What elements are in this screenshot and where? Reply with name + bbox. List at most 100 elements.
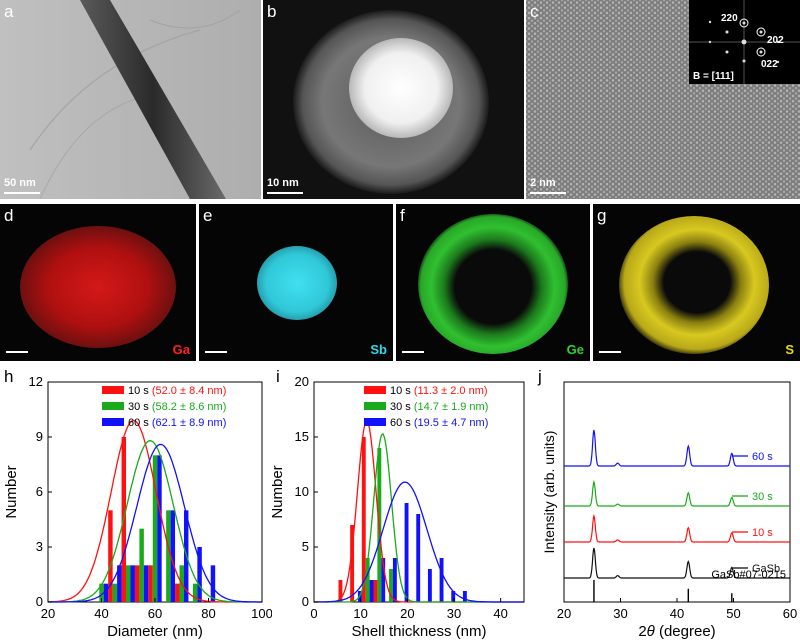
scalebar-c [530,192,566,194]
panel-e-sb-map: e Sb [199,204,393,361]
scalebar-label-c: 2 nm [530,177,556,189]
panel-label-f: f [400,206,405,225]
x-tick-label: 100 [251,606,272,621]
x-axis-label: Diameter (nm) [107,623,203,640]
chart-i-shell-thickness-histogram: i 0 10 20 30 40 0 5 10 15 20 Shell thickness (nm) Nu… [272,367,525,640]
legend-series-name: 30 s [128,401,149,413]
bar-60s-7 [197,547,202,602]
y-tick-label: 9 [36,429,43,444]
y-tick-label: 10 [295,484,309,499]
panel-b-haadf-image: b 10 nm [263,0,524,199]
bar-10s-6 [175,583,180,602]
panel-label-i: i [276,367,280,386]
x-tick-label: 30 [613,606,627,621]
bar-60s-4 [392,558,397,602]
panel-label-b: b [267,2,277,21]
bar-10s-2 [361,437,366,602]
x-tick-label: 20 [400,606,414,621]
x-axis-label-unit: (degree) [655,623,716,640]
x-axis-label-theta: θ [647,623,655,640]
bar-60s-2 [130,565,135,602]
legend-series-stat: (52.0 ± 8.4 nm) [149,385,227,397]
x-axis-label-prefix: 2 [638,623,646,640]
xrd-label-60s: 60 s [752,451,773,463]
fft-pattern: 220 202 022 B = [111] [689,0,800,84]
scalebar-d [6,351,28,353]
x-tick-label: 40 [670,606,684,621]
ga-signal [20,226,176,348]
bar-60s-1 [117,565,122,602]
sb-signal [257,246,337,320]
xrd-label-10s: 10 s [752,527,773,539]
x-tick-label: 80 [201,606,215,621]
panel-label-h: h [4,367,13,386]
bar-10s-0 [338,580,343,602]
xrd-label-GaSb: GaSb [752,563,780,575]
x-tick-label: 30 [447,606,461,621]
legend-series-name: 60 s [390,417,411,429]
element-label-ge: Ge [566,342,584,357]
legend-swatch-30s [102,402,124,410]
panel-label-a: a [4,2,14,21]
bar-30s-7 [192,583,198,602]
legend-entry-10s: 10 s (11.3 ± 2.0 nm) [390,385,488,397]
y-axis-label: Intensity (arb. units) [541,431,557,554]
bar-60s-0 [103,583,109,602]
bar-60s-6 [416,514,421,602]
panel-d-ga-map: d Ga [0,204,196,361]
panel-c-hrtem-image: c 2 nm 220 202 022 B = [111] [526,0,800,199]
legend-swatch-60s [102,418,124,426]
bar-60s-2 [369,580,374,602]
bar-30s-0 [99,583,104,602]
element-label-s: S [785,342,794,357]
panel-a-tem-image: a 50 nm [0,0,261,199]
chart-h-diameter-histogram: h 20 40 60 80 100 0 3 6 9 12 Diameter (nm) Number 10 … [3,367,272,640]
s-signal [619,216,769,354]
element-label-sb: Sb [370,342,387,357]
legend-series-stat: (19.5 ± 4.7 nm) [411,417,489,429]
legend-series-stat: (58.2 ± 8.6 nm) [149,401,227,413]
bar-10s-1 [350,525,355,602]
scalebar-a [4,192,40,194]
x-tick-label: 60 [783,606,797,621]
bar-60s-4 [157,455,162,602]
x-tick-label: 40 [94,606,108,621]
y-tick-label: 15 [295,429,309,444]
y-tick-label: 12 [29,374,43,389]
y-tick-label: 3 [36,539,43,554]
scalebar-e [205,351,227,353]
x-tick-label: 60 [148,606,162,621]
legend-entry-60s: 60 s (62.1 ± 8.9 nm) [128,417,226,429]
panel-label-g: g [597,206,607,225]
scalebar-label-b: 10 nm [267,177,299,189]
bar-30s-2 [126,565,131,602]
ge-signal [418,214,568,354]
fit-curve-60s [314,481,524,603]
scalebar-b [267,192,303,194]
x-tick-label: 0 [310,606,317,621]
x-tick-label: 50 [726,606,740,621]
legend-swatch-60s [364,418,386,426]
fit-curve-30s [48,440,262,603]
bar-30s-4 [389,569,393,602]
xrd-pattern-10s [564,513,790,543]
legend-entry-10s: 10 s (52.0 ± 8.4 nm) [128,385,226,397]
legend-series-name: 10 s [390,385,411,397]
bar-30s-5 [166,510,171,602]
xrd-pattern-GaSb [564,547,790,579]
x-tick-label: 10 [353,606,367,621]
reference-label: GaSb#07-0215 [711,569,786,581]
bar-30s-2 [365,558,370,602]
legend-entry-60s: 60 s (19.5 ± 4.7 nm) [390,417,488,429]
panel-label-d: d [4,206,14,225]
xrd-label-30s: 30 s [752,491,773,503]
bar-60s-3 [143,565,149,602]
bar-10s-3 [134,565,140,602]
x-axis-label: 2θ (degree) [638,623,715,640]
panel-label-c: c [530,2,539,21]
fit-curve-60s [48,443,262,603]
bar-60s-7 [427,569,432,602]
y-tick-label: 5 [302,539,309,554]
panel-g-s-map: g S [593,204,800,361]
